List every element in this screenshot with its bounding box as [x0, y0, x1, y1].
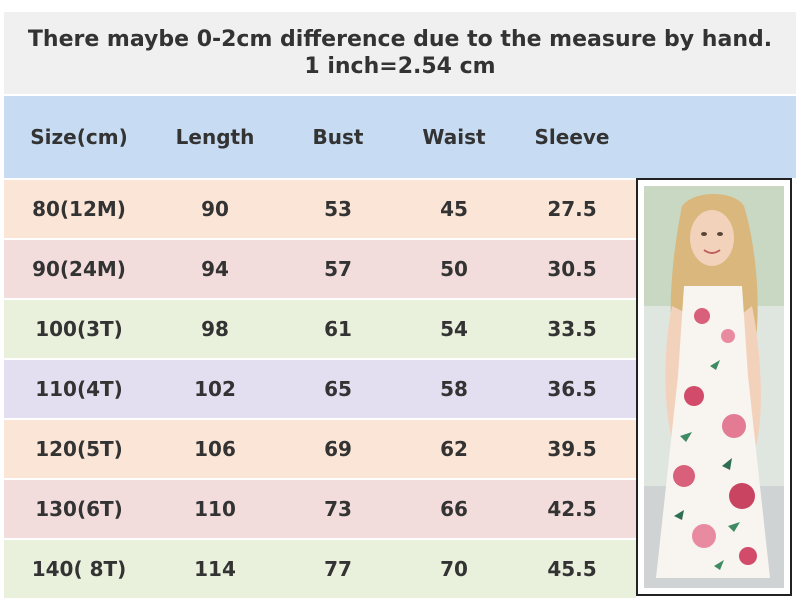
cell-sleeve: 30.5 — [547, 257, 597, 281]
cell-length: 98 — [201, 317, 229, 341]
table-row: 140( 8T) 114 77 70 45.5 — [4, 540, 636, 598]
table-row: 120(5T) 106 69 62 39.5 — [4, 420, 636, 478]
table-row: 90(24M) 94 57 50 30.5 — [4, 240, 636, 298]
cell-size: 130(6T) — [35, 497, 123, 521]
header-waist: Waist — [422, 125, 486, 149]
cell-waist: 45 — [440, 197, 468, 221]
cell-bust: 61 — [324, 317, 352, 341]
table-row: 130(6T) 110 73 66 42.5 — [4, 480, 636, 538]
header-size: Size(cm) — [30, 125, 128, 149]
notice-line-1: There maybe 0-2cm difference due to the … — [27, 27, 773, 52]
cell-waist: 62 — [440, 437, 468, 461]
cell-length: 94 — [201, 257, 229, 281]
table-row: 100(3T) 98 61 54 33.5 — [4, 300, 636, 358]
header-sleeve: Sleeve — [534, 125, 610, 149]
cell-waist: 58 — [440, 377, 468, 401]
cell-bust: 77 — [324, 557, 352, 581]
cell-length: 102 — [194, 377, 236, 401]
product-photo — [636, 178, 792, 596]
cell-size: 100(3T) — [35, 317, 123, 341]
cell-sleeve: 33.5 — [547, 317, 597, 341]
cell-sleeve: 27.5 — [547, 197, 597, 221]
measurement-notice: There maybe 0-2cm difference due to the … — [4, 12, 796, 94]
cell-waist: 70 — [440, 557, 468, 581]
cell-size: 90(24M) — [32, 257, 126, 281]
cell-waist: 50 — [440, 257, 468, 281]
cell-length: 90 — [201, 197, 229, 221]
header-bust: Bust — [312, 125, 364, 149]
header-length: Length — [175, 125, 255, 149]
cell-sleeve: 39.5 — [547, 437, 597, 461]
cell-bust: 73 — [324, 497, 352, 521]
cell-sleeve: 45.5 — [547, 557, 597, 581]
cell-size: 110(4T) — [35, 377, 123, 401]
cell-length: 114 — [194, 557, 236, 581]
cell-length: 106 — [194, 437, 236, 461]
cell-waist: 54 — [440, 317, 468, 341]
cell-sleeve: 42.5 — [547, 497, 597, 521]
table-row: 110(4T) 102 65 58 36.5 — [4, 360, 636, 418]
cell-size: 80(12M) — [32, 197, 126, 221]
cell-size: 120(5T) — [35, 437, 123, 461]
cell-bust: 69 — [324, 437, 352, 461]
cell-bust: 53 — [324, 197, 352, 221]
cell-bust: 57 — [324, 257, 352, 281]
girl-in-floral-dress-photo — [644, 186, 784, 588]
table-row: 80(12M) 90 53 45 27.5 — [4, 180, 636, 238]
cell-size: 140( 8T) — [31, 557, 127, 581]
table-header-row: Size(cm) Length Bust Waist Sleeve — [4, 96, 796, 178]
cell-waist: 66 — [440, 497, 468, 521]
notice-line-2: 1 inch=2.54 cm — [304, 54, 496, 79]
cell-length: 110 — [194, 497, 236, 521]
cell-bust: 65 — [324, 377, 352, 401]
cell-sleeve: 36.5 — [547, 377, 597, 401]
